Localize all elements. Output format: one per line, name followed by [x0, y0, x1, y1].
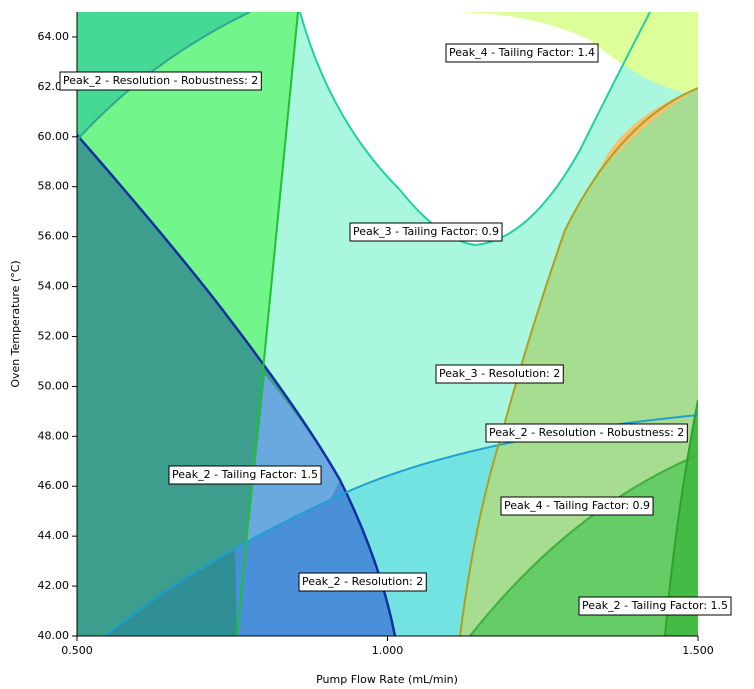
annotation: Peak_4 - Tailing Factor: 1.4 — [449, 46, 595, 59]
y-tick-label: 64.00 — [38, 30, 70, 43]
y-tick-label: 40.00 — [38, 629, 70, 642]
x-tick-label: 1.000 — [372, 644, 404, 657]
annotation: Peak_3 - Resolution: 2 — [439, 367, 560, 380]
annotation-box — [485, 423, 688, 443]
annotation-box — [59, 71, 262, 91]
y-tick-label: 50.00 — [38, 379, 70, 392]
x-axis-title: Pump Flow Rate (mL/min) — [316, 673, 458, 686]
boundary — [299, 12, 651, 247]
region — [77, 12, 250, 140]
annotation: Peak_2 - Tailing Factor: 1.5 — [172, 468, 318, 481]
annotation-box — [349, 222, 503, 242]
y-axis-title: Oven Temperature (°C) — [9, 260, 22, 387]
annotation-box — [445, 43, 599, 63]
boundary — [236, 12, 299, 636]
annotation-box — [168, 465, 322, 485]
y-tick-label: 58.00 — [38, 180, 70, 193]
y-tick-label: 54.00 — [38, 280, 70, 293]
annotation: Peak_2 - Resolution: 2 — [302, 575, 423, 588]
region — [450, 12, 698, 95]
annotation: Peak_3 - Tailing Factor: 0.9 — [353, 225, 499, 238]
x-tick-label: 0.500 — [61, 644, 93, 657]
annotation: Peak_2 - Resolution - Robustness: 2 — [63, 74, 258, 87]
region — [300, 12, 650, 245]
x-tick-label: 1.500 — [682, 644, 714, 657]
annotation-box — [578, 596, 732, 616]
y-tick-label: 60.00 — [38, 130, 70, 143]
y-tick-label: 52.00 — [38, 329, 70, 342]
y-tick-label: 42.00 — [38, 579, 70, 592]
annotation: Peak_2 - Tailing Factor: 1.5 — [582, 599, 728, 612]
boundary — [77, 134, 397, 636]
annotation: Peak_4 - Tailing Factor: 0.9 — [504, 499, 650, 512]
annotation-box — [298, 572, 427, 592]
annotation: Peak_2 - Resolution - Robustness: 2 — [489, 426, 684, 439]
annotation-box — [500, 496, 654, 516]
annotation-box — [435, 364, 564, 384]
y-tick-label: 56.00 — [38, 230, 70, 243]
y-tick-label: 46.00 — [38, 479, 70, 492]
y-tick-label: 44.00 — [38, 529, 70, 542]
boundary — [77, 12, 251, 141]
y-tick-label: 48.00 — [38, 429, 70, 442]
boundary — [459, 87, 698, 636]
regions — [77, 12, 698, 636]
region — [105, 550, 237, 636]
